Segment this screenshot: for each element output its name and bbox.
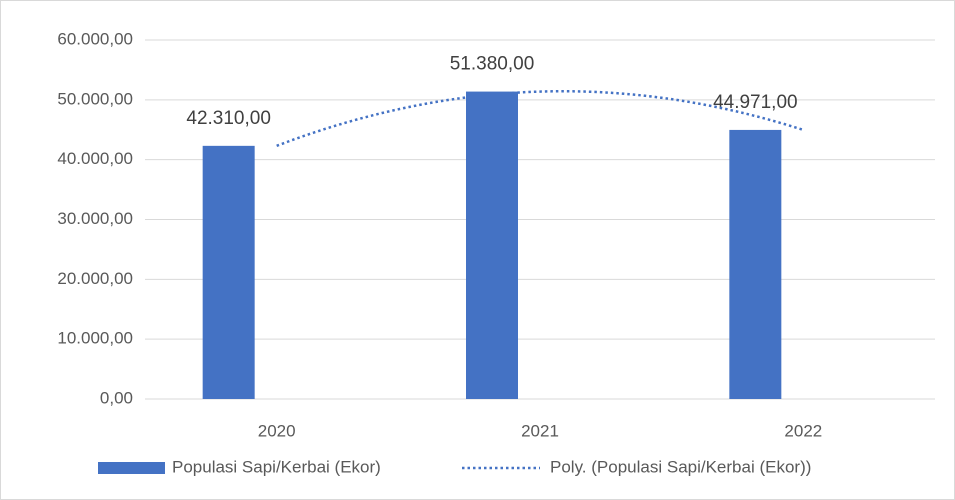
x-tick-label: 2022 — [784, 421, 822, 440]
bar — [729, 129, 782, 399]
y-tick-label: 30.000,00 — [57, 209, 133, 228]
bar — [202, 145, 255, 399]
y-tick-label: 20.000,00 — [57, 269, 133, 288]
legend-label: Populasi Sapi/Kerbai (Ekor) — [172, 457, 381, 476]
data-label: 51.380,00 — [450, 54, 535, 75]
x-tick-label: 2021 — [521, 421, 559, 440]
y-tick-label: 60.000,00 — [57, 29, 133, 48]
y-tick-label: 50.000,00 — [57, 89, 133, 108]
data-label: 42.310,00 — [186, 108, 271, 129]
data-label: 44.971,00 — [713, 92, 798, 113]
trendline — [276, 89, 804, 148]
y-tick-label: 10.000,00 — [57, 329, 133, 348]
x-tick-label: 2020 — [258, 421, 296, 440]
y-tick-label: 0,00 — [100, 388, 133, 407]
legend-swatch — [98, 462, 165, 474]
bar — [466, 91, 518, 400]
y-tick-label: 40.000,00 — [57, 149, 133, 168]
legend-label: Poly. (Populasi Sapi/Kerbai (Ekor)) — [550, 457, 811, 476]
